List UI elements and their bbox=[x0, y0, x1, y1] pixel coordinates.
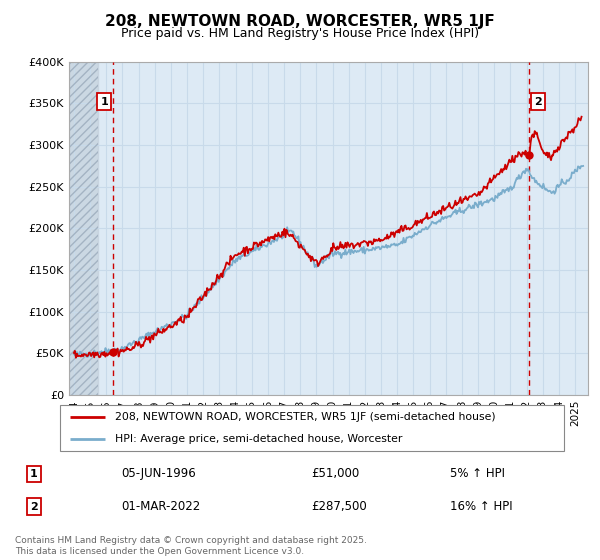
Text: 16% ↑ HPI: 16% ↑ HPI bbox=[450, 500, 512, 513]
FancyBboxPatch shape bbox=[60, 405, 564, 451]
Text: 1: 1 bbox=[30, 469, 38, 479]
Text: 2: 2 bbox=[535, 96, 542, 106]
Text: 208, NEWTOWN ROAD, WORCESTER, WR5 1JF: 208, NEWTOWN ROAD, WORCESTER, WR5 1JF bbox=[105, 14, 495, 29]
Bar bbox=[69, 62, 98, 395]
Text: 208, NEWTOWN ROAD, WORCESTER, WR5 1JF (semi-detached house): 208, NEWTOWN ROAD, WORCESTER, WR5 1JF (s… bbox=[115, 412, 496, 422]
Text: HPI: Average price, semi-detached house, Worcester: HPI: Average price, semi-detached house,… bbox=[115, 434, 403, 444]
Text: £51,000: £51,000 bbox=[311, 467, 360, 480]
Text: 01-MAR-2022: 01-MAR-2022 bbox=[121, 500, 200, 513]
Text: 05-JUN-1996: 05-JUN-1996 bbox=[121, 467, 196, 480]
Bar bbox=[69, 62, 98, 395]
Text: Contains HM Land Registry data © Crown copyright and database right 2025.
This d: Contains HM Land Registry data © Crown c… bbox=[15, 536, 367, 556]
Text: 1: 1 bbox=[100, 96, 108, 106]
Text: 5% ↑ HPI: 5% ↑ HPI bbox=[450, 467, 505, 480]
Text: 2: 2 bbox=[30, 502, 38, 512]
Text: Price paid vs. HM Land Registry's House Price Index (HPI): Price paid vs. HM Land Registry's House … bbox=[121, 27, 479, 40]
Text: £287,500: £287,500 bbox=[311, 500, 367, 513]
